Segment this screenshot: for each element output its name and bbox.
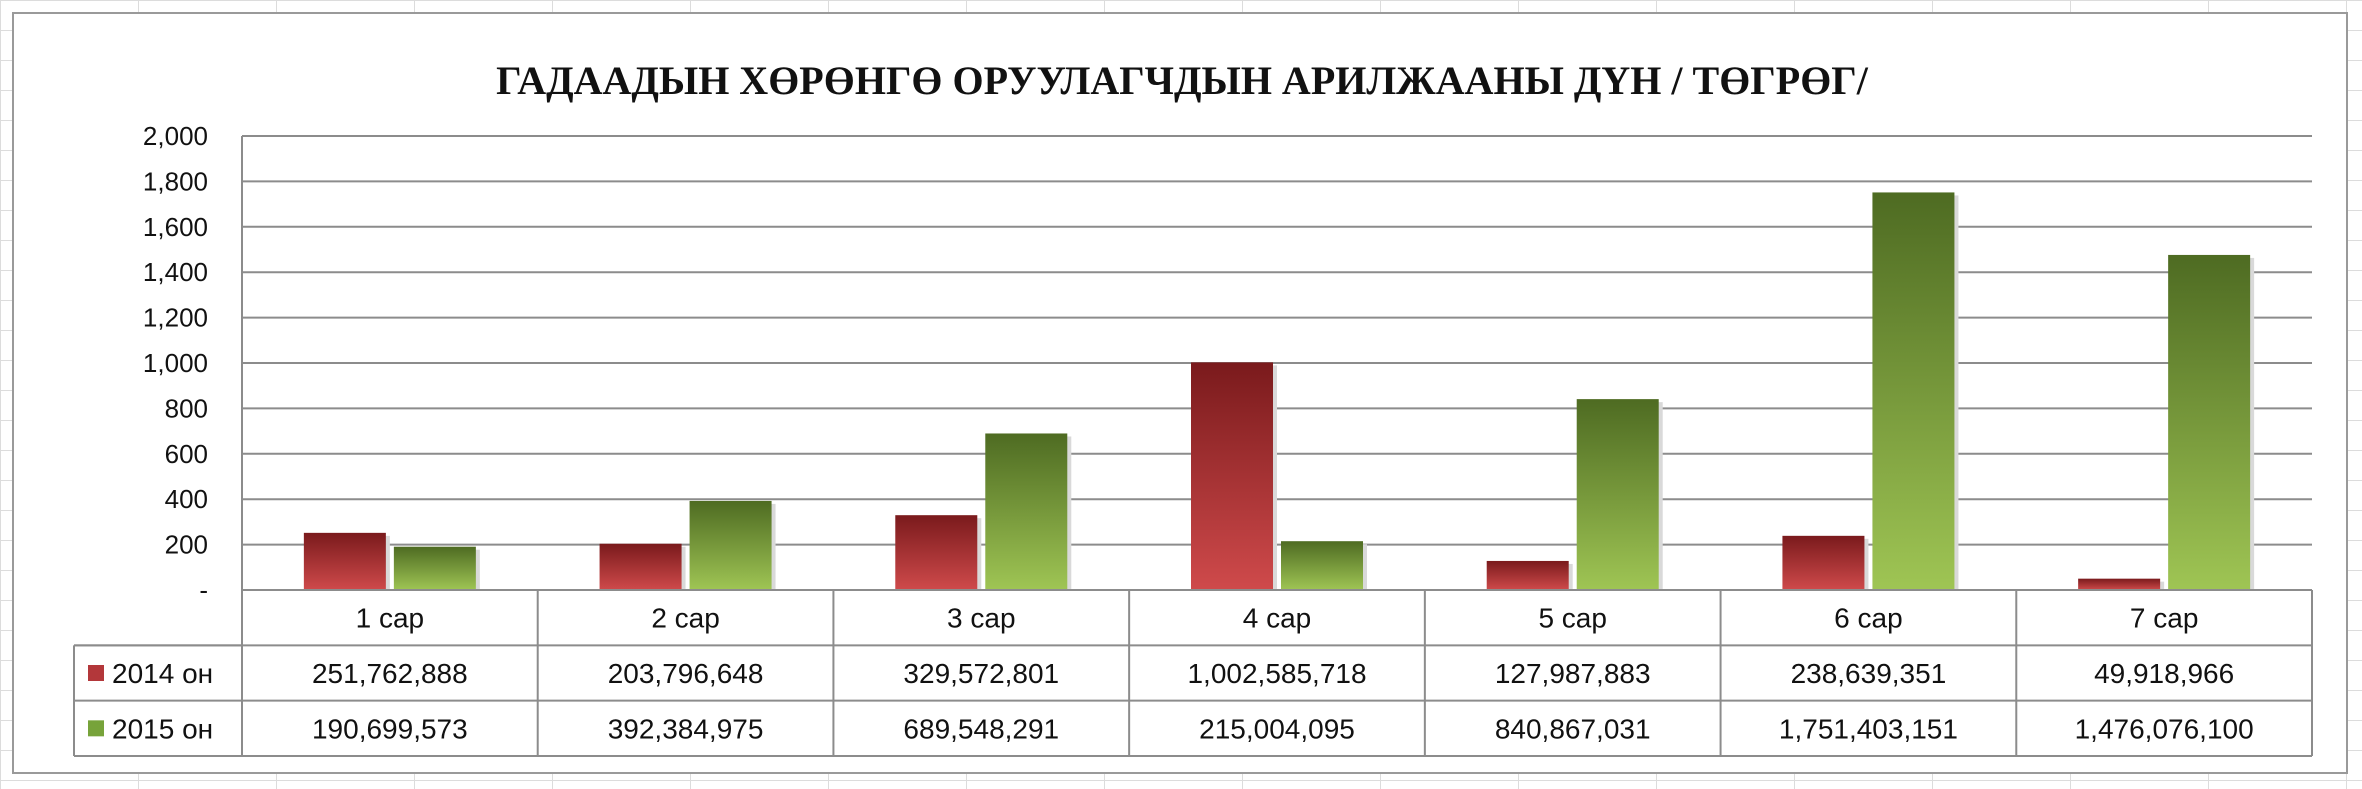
category-label: 4 сар	[1243, 603, 1312, 634]
y-tick-label: 1,000	[143, 348, 208, 378]
y-tick-label: 2,000	[143, 121, 208, 151]
y-tick-label: 1,800	[143, 166, 208, 196]
bar-2014	[895, 515, 978, 590]
data-table-value: 329,572,801	[903, 658, 1059, 689]
category-label: 2 сар	[651, 603, 720, 634]
data-table-value: 1,751,403,151	[1779, 713, 1958, 744]
bar-2015	[985, 433, 1068, 590]
y-tick-label: -	[199, 575, 208, 605]
bar-2014	[599, 543, 682, 590]
data-table-value: 392,384,975	[608, 713, 764, 744]
bars	[303, 192, 2255, 590]
bar-2015	[1872, 192, 1955, 590]
bar-2014	[303, 532, 386, 590]
y-tick-label: 1,400	[143, 257, 208, 287]
bar-chart: ГАДААДЫН ХӨРӨНГӨ ОРУУЛАГЧДЫН АРИЛЖААНЫ Д…	[73, 58, 2313, 757]
legend-series-name: 2015 он	[112, 713, 213, 744]
legend-series-name: 2014 он	[112, 658, 213, 689]
category-label: 5 сар	[1538, 603, 1607, 634]
data-table-value: 238,639,351	[1791, 658, 1947, 689]
y-tick-label: 1,600	[143, 212, 208, 242]
bar-2015	[393, 546, 476, 590]
bar-2015	[689, 500, 772, 590]
category-label: 6 сар	[1834, 603, 1903, 634]
data-table: 1 сар 2 сар 3 сар 4 сар 5 сар 6 сар 7 сар 2014 …	[73, 589, 2313, 757]
category-label: 7 сар	[2130, 603, 2199, 634]
bar-2015	[1576, 399, 1659, 590]
bar-2014	[1486, 560, 1569, 590]
bar-2014	[1191, 362, 1273, 590]
chart-title: ГАДААДЫН ХӨРӨНГӨ ОРУУЛАГЧДЫН АРИЛЖААНЫ Д…	[496, 58, 1869, 103]
data-table-value: 251,762,888	[312, 658, 468, 689]
data-table-value: 203,796,648	[608, 658, 764, 689]
legend-swatch	[88, 665, 104, 681]
legend-swatch	[88, 720, 104, 737]
y-tick-label: 1,200	[143, 303, 208, 333]
y-axis: - 200 400 600 800 1,000 1,200 1,400 1,600 1,800 2,…	[143, 121, 243, 605]
category-label: 1 сар	[356, 603, 425, 634]
data-table-value: 127,987,883	[1495, 658, 1651, 689]
category-label: 3 сар	[947, 603, 1016, 634]
bar-2015	[1281, 541, 1363, 590]
gridlines	[242, 135, 2312, 591]
data-table-value: 840,867,031	[1495, 713, 1651, 744]
bar-2014	[2078, 578, 2161, 590]
bar-2015	[2168, 254, 2251, 590]
data-table-value: 190,699,573	[312, 713, 468, 744]
y-tick-label: 600	[165, 439, 208, 469]
chart-container[interactable]: ГАДААДЫН ХӨРӨНГӨ ОРУУЛАГЧДЫН АРИЛЖААНЫ Д…	[12, 12, 2348, 774]
bar-2014	[1782, 535, 1865, 590]
data-table-value: 1,002,585,718	[1187, 658, 1366, 689]
data-table-value: 215,004,095	[1199, 713, 1355, 744]
data-table-value: 49,918,966	[2094, 658, 2234, 689]
data-table-value: 1,476,076,100	[2075, 713, 2254, 744]
y-tick-label: 400	[165, 484, 208, 514]
data-table-value: 689,548,291	[903, 713, 1059, 744]
y-tick-label: 800	[165, 393, 208, 423]
y-tick-label: 200	[165, 530, 208, 560]
